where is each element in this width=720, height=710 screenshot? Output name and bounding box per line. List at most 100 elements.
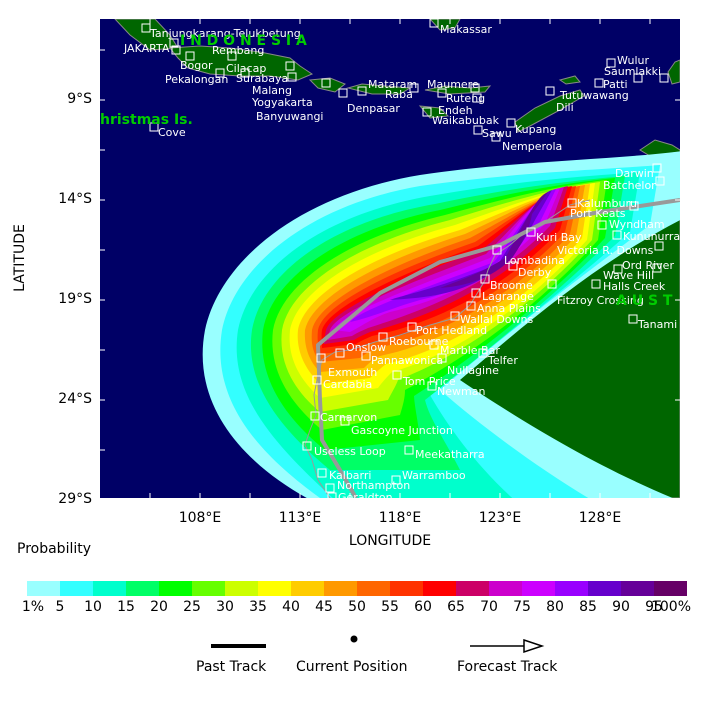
- place-marker-icon: [633, 73, 643, 83]
- place-label: Makassar: [440, 23, 492, 36]
- colorbar-tick-label: 1%: [21, 599, 45, 615]
- colorbar-tick-label: 85: [579, 599, 597, 615]
- place-marker-icon: [652, 163, 662, 173]
- place-label: JAKARTA: [123, 42, 170, 55]
- lon-tick-118e: 118°E: [378, 510, 422, 526]
- place-label: Patti: [603, 78, 628, 91]
- colorbar-swatch: [93, 581, 126, 596]
- colorbar-swatch: [27, 581, 60, 596]
- colorbar-tick-label: 20: [150, 599, 168, 615]
- place-label: Useless Loop: [314, 445, 386, 458]
- colorbar-tick-label: 40: [282, 599, 300, 615]
- place-label: Telfer: [487, 354, 518, 367]
- colorbar-swatch: [258, 581, 291, 596]
- place-marker-icon: [285, 61, 295, 71]
- colorbar-tick-label: 55: [381, 599, 399, 615]
- place-label: Exmouth: [328, 366, 377, 379]
- place-label: Wallal Downs: [460, 313, 533, 326]
- place-marker-icon: [327, 492, 337, 498]
- place-label: Lombadina: [504, 254, 565, 267]
- place-marker-icon: [340, 416, 350, 426]
- place-label: Wulur: [617, 54, 649, 67]
- place-marker-icon: [526, 227, 536, 237]
- place-label: Endeh: [438, 104, 473, 117]
- place-label: Derby: [518, 266, 552, 279]
- place-label: Meekatharra: [415, 448, 485, 461]
- place-label: Carnarvon: [320, 411, 377, 424]
- place-markers: [141, 19, 669, 498]
- place-label: Lagrange: [482, 290, 534, 303]
- place-marker-icon: [240, 68, 250, 78]
- place-marker-icon: [508, 261, 518, 271]
- place-label: Onslow: [346, 341, 386, 354]
- place-marker-icon: [361, 351, 371, 361]
- place-marker-icon: [310, 411, 320, 421]
- place-label: Port Hedland: [416, 324, 487, 337]
- place-label: Port Keats: [570, 207, 626, 220]
- place-label: Geraldton: [338, 491, 393, 504]
- colorbar-tick-label: 95: [645, 599, 663, 615]
- colorbar-tick-label: 100%: [650, 599, 692, 615]
- place-label: Batchelor: [603, 179, 656, 192]
- colorbar-tick-label: 35: [249, 599, 267, 615]
- place-marker-icon: [491, 132, 501, 142]
- place-label: Warramboo: [402, 469, 466, 482]
- forecast-track-label: Forecast Track: [457, 659, 558, 675]
- colorbar-tick-label: 50: [348, 599, 366, 615]
- place-marker-icon: [567, 198, 577, 208]
- colorbar-swatch: [621, 581, 654, 596]
- lat-tick-14s: 14°S: [58, 191, 92, 207]
- place-marker-icon: [227, 51, 237, 61]
- colorbar-tick-label: 15: [117, 599, 135, 615]
- place-label: Denpasar: [347, 102, 400, 115]
- colorbar-swatch: [423, 581, 456, 596]
- past-track-label: Past Track: [196, 659, 267, 675]
- colorbar-tick-label: 65: [447, 599, 465, 615]
- lat-tick-9s: 9°S: [67, 91, 92, 107]
- place-label: Fitzroy Crossing: [557, 294, 644, 307]
- place-label: Cove: [158, 126, 186, 139]
- place-label: Pannawonica: [371, 354, 443, 367]
- place-marker-icon: [659, 73, 669, 83]
- past-track-symbol: [211, 644, 266, 648]
- place-marker-icon: [545, 86, 555, 96]
- place-marker-icon: [466, 301, 476, 311]
- colorbar-swatch: [225, 581, 258, 596]
- colorbar-swatch: [126, 581, 159, 596]
- place-marker-icon: [422, 107, 432, 117]
- colorbar-swatch: [456, 581, 489, 596]
- place-marker-icon: [473, 125, 483, 135]
- place-label: Anna Plains: [477, 302, 541, 315]
- place-label: Tanami: [637, 318, 677, 331]
- colorbar-tick-label: 60: [414, 599, 432, 615]
- place-label: Roebourne: [389, 335, 449, 348]
- place-label: Wave Hill: [603, 269, 654, 282]
- colorbar-swatch: [60, 581, 93, 596]
- colorbar-swatch: [522, 581, 555, 596]
- place-label: Bogor: [180, 59, 213, 72]
- place-marker-icon: [325, 483, 335, 493]
- place-marker-icon: [470, 83, 480, 93]
- place-marker-icon: [335, 348, 345, 358]
- place-label: Maumere: [427, 78, 479, 91]
- place-marker-icon: [472, 93, 482, 103]
- place-label: Ruteng: [446, 92, 485, 105]
- lat-tick-29s: 29°S: [58, 491, 92, 507]
- place-label: Waikabubak: [432, 114, 500, 127]
- place-label: Sawu: [482, 127, 512, 140]
- forecast-track-symbol: [470, 638, 545, 654]
- place-label: Rembang: [212, 44, 264, 57]
- place-label: Wyndham: [609, 218, 665, 231]
- place-marker-icon: [594, 78, 604, 88]
- place-label: Pekalongan: [165, 73, 228, 86]
- place-marker-icon: [429, 340, 439, 350]
- colorbar-swatch: [390, 581, 423, 596]
- place-label: Darwin: [615, 167, 654, 180]
- place-label: Victoria R. Downs: [557, 244, 654, 257]
- colorbar-tick-label: 90: [612, 599, 630, 615]
- place-label: Northampton: [337, 479, 410, 492]
- region-label: hristmas Is.: [100, 112, 193, 128]
- place-label: Raba: [385, 88, 413, 101]
- lon-tick-108e: 108°E: [178, 510, 222, 526]
- colorbar-swatch: [291, 581, 324, 596]
